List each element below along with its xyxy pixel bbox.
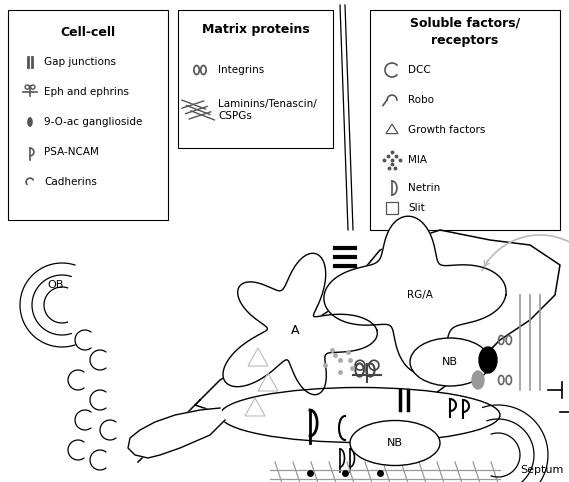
Text: NB: NB: [442, 357, 458, 367]
Text: MIA: MIA: [408, 155, 427, 165]
Text: Cadherins: Cadherins: [44, 177, 97, 187]
Text: Netrin: Netrin: [408, 183, 440, 193]
Text: Laminins/Tenascin/
CSPGs: Laminins/Tenascin/ CSPGs: [218, 99, 317, 121]
Ellipse shape: [350, 420, 440, 466]
Text: Gap junctions: Gap junctions: [44, 57, 116, 67]
Text: DCC: DCC: [408, 65, 431, 75]
Bar: [386, 202, 398, 214]
Text: Robo: Robo: [408, 95, 434, 105]
Text: Cell-cell: Cell-cell: [60, 26, 116, 39]
Ellipse shape: [28, 118, 32, 126]
Bar: [178, 10, 333, 148]
Ellipse shape: [479, 347, 497, 373]
Polygon shape: [128, 408, 225, 458]
Text: Slit: Slit: [408, 203, 424, 213]
Ellipse shape: [410, 338, 490, 386]
Text: Eph and ephrins: Eph and ephrins: [44, 87, 129, 97]
Polygon shape: [223, 253, 377, 395]
Text: NB: NB: [387, 438, 403, 448]
Text: Matrix proteins: Matrix proteins: [201, 24, 310, 37]
Bar: [8, 10, 168, 220]
Ellipse shape: [220, 388, 500, 442]
Text: A: A: [291, 323, 299, 336]
Text: PSA-NCAM: PSA-NCAM: [44, 147, 99, 157]
Text: Integrins: Integrins: [218, 65, 264, 75]
Text: RG/A: RG/A: [407, 290, 433, 300]
Text: Soluble factors/
receptors: Soluble factors/ receptors: [410, 17, 520, 47]
Text: 9-O-ac ganglioside: 9-O-ac ganglioside: [44, 117, 142, 127]
Polygon shape: [324, 216, 506, 374]
Bar: [370, 10, 560, 230]
Text: Growth factors: Growth factors: [408, 125, 485, 135]
Text: OB: OB: [47, 280, 63, 290]
Text: Septum: Septum: [520, 465, 563, 475]
Ellipse shape: [472, 371, 484, 389]
